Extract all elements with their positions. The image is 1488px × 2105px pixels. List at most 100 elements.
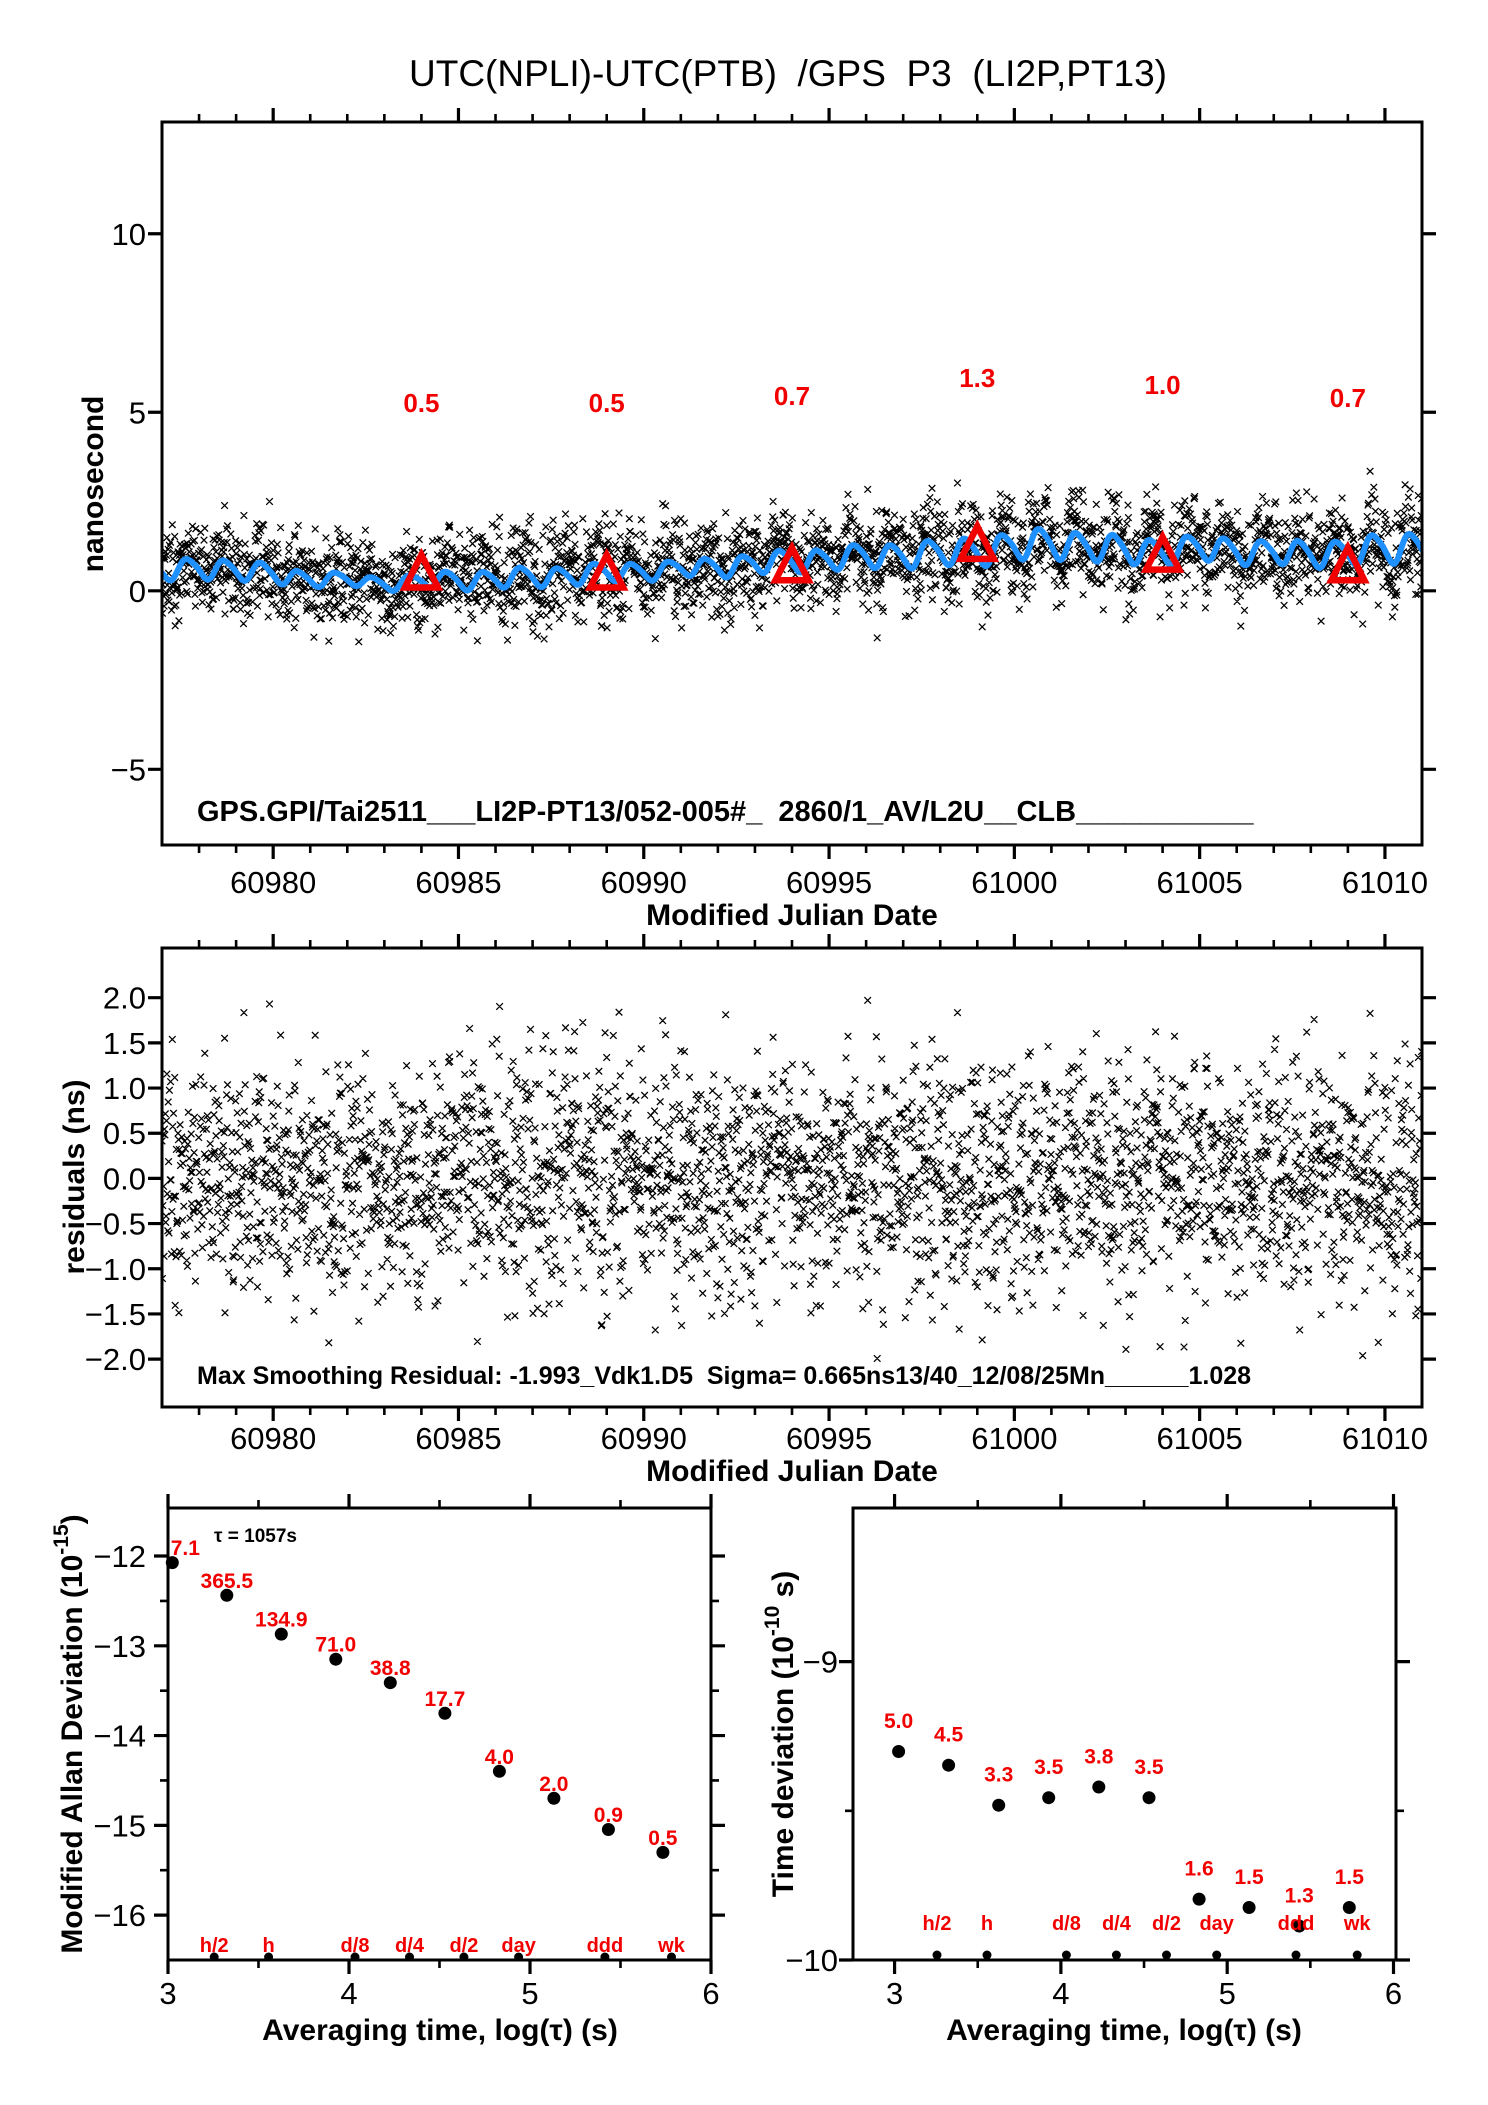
- minor-ticks: [197, 940, 1350, 1415]
- y-tick-label: −15: [93, 1808, 146, 1843]
- x-tick-label: 60980: [230, 865, 316, 900]
- mdev-value-label: 134.9: [255, 1609, 308, 1632]
- tdev-point: [942, 1758, 956, 1772]
- mdev-value-label: 4.0: [485, 1746, 514, 1769]
- mdev-value-label: 7.1: [171, 1537, 201, 1560]
- tau-marker-label: d/2: [1152, 1913, 1181, 1935]
- y-tick-label: 0: [129, 574, 146, 609]
- tdev-value-label: 3.5: [1034, 1756, 1064, 1779]
- calibration-value-label: 0.7: [774, 381, 810, 411]
- mdev-y-axis-title: Modified Allan Deviation (10-15): [50, 1514, 89, 1953]
- tau-marker-label: h/2: [923, 1913, 952, 1935]
- plot-frame: [160, 120, 1424, 847]
- y-tick-label: 2.0: [103, 981, 146, 1016]
- residuals-x-axis-title: Modified Julian Date: [646, 1455, 938, 1488]
- tau-marker-label: ddd: [1278, 1913, 1315, 1935]
- y-tick-label: 5: [129, 395, 146, 430]
- phase-x-axis-title: Modified Julian Date: [646, 899, 938, 932]
- residual-scatter-points: [162, 996, 1422, 1363]
- y-tick-label: −1.0: [85, 1252, 146, 1287]
- tdev-value-label: 3.3: [984, 1764, 1013, 1787]
- residuals-y-axis-title: residuals (ns): [58, 1079, 91, 1274]
- panel-residuals-axes: 60980 60985 60990 60995 61000 61005 61010 2.0 1.…: [85, 934, 1436, 1456]
- x-tick-label: 60985: [415, 1421, 501, 1456]
- x-tick-label: 61000: [971, 1421, 1057, 1456]
- mdev-point: [492, 1764, 506, 1778]
- calibration-value-label: 1.0: [1145, 370, 1181, 400]
- mdev-y-axis-title-superscript: -15: [50, 1524, 73, 1555]
- tau-marker-label: d/2: [449, 1935, 478, 1957]
- phase-y-axis-title: nanosecond: [77, 396, 110, 573]
- y-tick-label: 0.5: [103, 1116, 146, 1151]
- tdev-y-axis-title: Time deviation (10-10 s): [761, 1571, 800, 1898]
- mdev-value-label: 17.7: [424, 1688, 465, 1711]
- tdev-point: [1342, 1901, 1356, 1914]
- major-ticks: [839, 1494, 1410, 1974]
- tau-marker-label: d/4: [1102, 1913, 1132, 1935]
- y-tick-label: 0.0: [103, 1161, 146, 1196]
- tdev-point: [1042, 1791, 1056, 1805]
- tau-marker-label: h: [262, 1935, 274, 1957]
- phase-link-annotation: GPS.GPI/Tai2511___LI2P-PT13/052-005#_ 28…: [197, 796, 1254, 828]
- major-ticks: [148, 934, 1436, 1421]
- panel-tdev-series: 5.0 4.5 3.3 3.5 3.8 3.5 1.6 1.5 1.3 1.5 h/2 h d/8 d/4…: [884, 1710, 1371, 1960]
- figure-title: UTC(NPLI)-UTC(PTB) /GPS P3 (LI2P,PT13): [409, 53, 1167, 94]
- mdev-point: [656, 1845, 670, 1859]
- x-tick-label: 5: [521, 1976, 538, 2011]
- mdev-value-label: 71.0: [315, 1634, 356, 1657]
- mdev-point: [383, 1676, 397, 1690]
- panel-phase-overlays: 0.5 0.5 0.7 1.3 1.0 0.7: [399, 363, 1370, 591]
- panel-phase-series: [162, 467, 1422, 646]
- minor-ticks: [160, 1500, 719, 1968]
- tau-marker-dot: [1061, 1950, 1071, 1960]
- y-tick-label: −12: [93, 1539, 146, 1574]
- tdev-value-label: 3.5: [1134, 1756, 1164, 1779]
- tdev-y-axis-title-superscript: -10: [761, 1606, 784, 1636]
- y-tick-label: −2.0: [85, 1342, 146, 1377]
- x-tick-label: 60995: [786, 1421, 872, 1456]
- tau-marker-dot: [1111, 1950, 1121, 1960]
- x-tick-label: 5: [1219, 1976, 1236, 2011]
- panel-phase-axes: 60980 60985 60990 60995 61000 61005 61010 −5 0 5 1…: [111, 108, 1436, 900]
- tau-marker-dot: [932, 1950, 942, 1960]
- tdev-value-label: 1.5: [1234, 1866, 1264, 1889]
- tau-marker-label: h/2: [200, 1935, 229, 1957]
- x-tick-label: 4: [340, 1976, 357, 2011]
- x-tick-label: 60985: [415, 865, 501, 900]
- y-tick-label: 10: [112, 217, 146, 252]
- calibration-triangle-marker: [399, 547, 444, 591]
- tau-marker-label: d/8: [1052, 1913, 1081, 1935]
- x-tick-label: 60990: [601, 865, 687, 900]
- tau-marker-dot: [1291, 1950, 1301, 1960]
- calibration-triangle-marker: [584, 547, 629, 591]
- tau-marker-dot: [1162, 1950, 1171, 1960]
- mdev-value-label: 0.9: [594, 1804, 623, 1827]
- x-tick-label: 61010: [1342, 865, 1428, 900]
- major-ticks: [148, 108, 1436, 859]
- x-tick-label: 6: [1385, 1976, 1402, 2011]
- mdev-value-label: 38.8: [370, 1657, 411, 1680]
- panel-tdev-axes: 3 4 5 6 −9 −10: [785, 1494, 1410, 2011]
- mdev-tau-annotation: τ = 1057s: [214, 1526, 297, 1547]
- tdev-point: [1092, 1780, 1106, 1794]
- tau-marker-label: d/8: [341, 1935, 370, 1957]
- tdev-point: [892, 1745, 906, 1758]
- minor-ticks: [197, 114, 1350, 853]
- tdev-value-label: 5.0: [884, 1710, 913, 1733]
- x-tick-label: 61005: [1157, 865, 1243, 900]
- tau-marker-label: wk: [1343, 1913, 1372, 1935]
- y-tick-label: −14: [93, 1719, 146, 1754]
- major-ticks: [154, 1494, 725, 1974]
- tau-marker-dot: [982, 1950, 992, 1960]
- panel-residuals-vs-mjd: 60980 60985 60990 60995 61000 61005 61010 2.0 1.…: [58, 934, 1436, 1488]
- calibration-value-label: 0.7: [1330, 383, 1366, 413]
- x-tick-label: 3: [886, 1976, 903, 2011]
- mdev-value-label: 2.0: [539, 1773, 568, 1796]
- y-tick-label: −9: [803, 1645, 838, 1680]
- tau-marker-label: day: [501, 1935, 536, 1957]
- phase-scatter-points: [162, 467, 1422, 646]
- tau-marker-dot: [1212, 1950, 1222, 1960]
